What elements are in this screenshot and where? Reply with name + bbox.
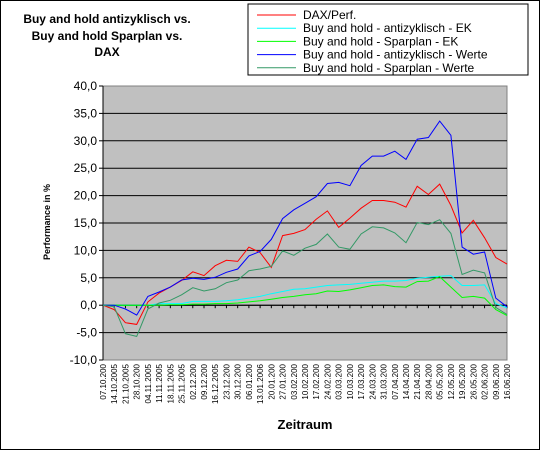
x-tick-label: 21.04.200: [413, 363, 422, 399]
y-tick-label: 15,0: [74, 216, 98, 230]
x-tick-label: 17.02.200: [312, 363, 321, 399]
x-tick-label: 26.05.200: [469, 363, 478, 399]
x-tick-label: 19.05.200: [458, 363, 467, 399]
legend: DAX/Perf.Buy and hold - antizyklisch - E…: [247, 3, 529, 76]
x-tick-label: 13.01.2006: [256, 363, 265, 404]
x-tick-label: 28.10.200: [133, 363, 142, 399]
x-tick-label: 09.12.200: [200, 363, 209, 399]
x-tick-label: 18.11.2005: [166, 363, 175, 403]
x-tick-label: 31.03.200: [380, 363, 389, 399]
x-axis: 07.10.200 14.10.2005 21.10.2005 28.10.200 04…: [99, 304, 512, 404]
series-lines: [102, 120, 508, 337]
x-tick-label: 27.01.200: [279, 363, 288, 399]
x-tick-label: 14.04.200: [402, 363, 411, 399]
y-tick-label: 5,0: [80, 271, 97, 285]
x-tick-label: 03.03.200: [335, 363, 344, 399]
y-tick-label: -10,0: [70, 353, 98, 367]
y-axis-label: Performance in %: [42, 184, 52, 260]
x-tick-label: 28.04.200: [424, 363, 433, 399]
x-tick-label: 06.01.200: [245, 363, 254, 399]
y-tick-label: 20,0: [74, 189, 98, 203]
x-tick-label: 21.10.2005: [121, 363, 130, 404]
legend-label-3: Buy and hold - Sparplan - EK: [303, 34, 458, 48]
y-tick-label: 25,0: [74, 161, 98, 175]
chart-title-line-2: Buy and hold Sparplan vs.: [32, 29, 183, 43]
x-tick-label: 10.02.200: [301, 363, 310, 399]
chart-title-line-1: Buy and hold antizyklisch vs.: [23, 12, 190, 26]
y-tick-label: 10,0: [74, 243, 98, 257]
y-axis: -10,0 -5,0 0,0 5,0 10,0 15,0 20,0 25,0 30,0 35,0 4…: [70, 79, 104, 367]
x-tick-label: 16.06.200: [503, 363, 512, 399]
y-tick-label: -5,0: [76, 326, 97, 340]
x-tick-label: 04.11.2005: [144, 363, 153, 403]
x-tick-label: 03.02.200: [290, 363, 299, 399]
legend-label-5: Buy and hold - Sparplan - Werte: [303, 61, 475, 75]
x-tick-label: 10.03.200: [346, 363, 355, 399]
legend-label-1: DAX/Perf.: [303, 8, 356, 22]
y-tick-label: 30,0: [74, 134, 98, 148]
y-tick-label: 35,0: [74, 106, 98, 120]
x-tick-label: 20.01.200: [267, 363, 276, 399]
x-tick-label: 07.10.200: [99, 363, 108, 399]
legend-label-4: Buy and hold - antizyklisch - Werte: [303, 48, 488, 62]
x-tick-label: 24.02.200: [323, 363, 332, 399]
legend-box: [247, 3, 529, 76]
x-axis-label: Zeitraum: [278, 417, 333, 432]
x-tick-label: 09.06.200: [492, 363, 501, 399]
x-tick-label: 23.12.200: [222, 363, 231, 399]
chart-title-line-3: DAX: [94, 45, 119, 59]
series-line-5: [102, 219, 508, 337]
series-line-3: [103, 276, 508, 317]
x-tick-label: 05.05.200: [436, 363, 445, 399]
y-tick-label: 0,0: [80, 298, 97, 312]
x-tick-label: 07.04.200: [391, 363, 400, 399]
legend-label-2: Buy and hold - antizyklisch - EK: [303, 21, 472, 35]
x-tick-label: 17.03.200: [357, 363, 366, 399]
series-line-4: [103, 120, 508, 316]
x-tick-label: 16.12.2005: [211, 363, 220, 404]
y-tick-label: 40,0: [74, 79, 98, 93]
x-tick-label: 14.10.2005: [110, 363, 119, 404]
x-tick-label: 25.11.2005: [178, 363, 187, 403]
x-tick-label: 30.12.200: [234, 363, 243, 399]
x-tick-label: 11.11.2005: [155, 363, 164, 402]
x-tick-label: 24.03.200: [368, 363, 377, 399]
x-tick-label: 02.12.200: [189, 363, 198, 399]
x-tick-label: 12.05.200: [447, 363, 456, 399]
x-tick-label: 02.06.200: [481, 363, 490, 399]
chart-title: Buy and hold antizyklisch vs. Buy and ho…: [23, 12, 190, 59]
